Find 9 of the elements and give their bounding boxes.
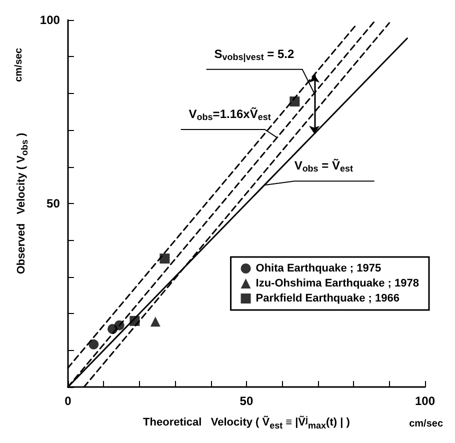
- legend-label: Ohita Earthquake ; 1975: [256, 262, 382, 274]
- x-tick-label: 50: [240, 394, 254, 408]
- x-tick-label: 0: [64, 394, 72, 408]
- text: cm/sec: [409, 418, 444, 430]
- legend-label: Parkfield Earthquake ; 1966: [256, 292, 400, 304]
- legend-label: Izu-Ohshima Earthquake ; 1978: [256, 278, 419, 290]
- y-axis-title: Observed Velocity ( Vobs ): [16, 132, 30, 274]
- x-tick-label: 100: [414, 394, 436, 408]
- text: cm/sec: [14, 48, 24, 82]
